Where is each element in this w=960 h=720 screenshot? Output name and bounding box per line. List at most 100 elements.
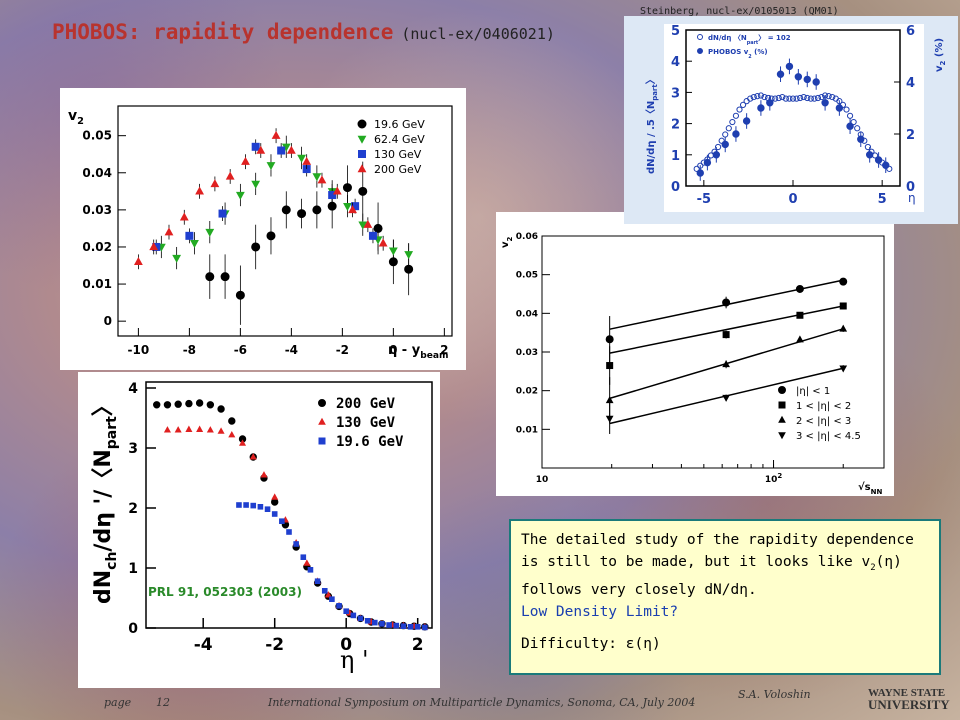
- data-point-130gev: [185, 231, 194, 240]
- data-point-v2: [794, 73, 803, 81]
- data-point-196gev: [235, 290, 245, 300]
- y-tick-label: 3: [128, 441, 138, 457]
- data-point-v2: [865, 151, 874, 159]
- data-point-196gev: [293, 541, 299, 547]
- data-point-624gev: [235, 191, 245, 200]
- data-point-130gev: [174, 426, 182, 433]
- x-tick-label: -5: [697, 192, 711, 207]
- data-point-130gev: [324, 591, 332, 598]
- y-tick-label: 0.03: [82, 203, 112, 217]
- legend-marker: [697, 34, 703, 40]
- legend-label: 2 < |η| < 3: [796, 416, 851, 427]
- legend-label: 19.6 GeV: [374, 118, 425, 131]
- data-point-624gev: [404, 251, 414, 260]
- data-point-196gev: [271, 511, 278, 517]
- data-point-v2: [812, 78, 820, 86]
- data-point-624gev: [190, 240, 199, 249]
- data-point-200gev: [256, 145, 266, 154]
- logo-line-2: UNIVERSITY: [868, 697, 950, 712]
- data-point-196gev: [372, 619, 378, 626]
- legend-marker: [357, 119, 367, 129]
- y-tick-label: 0: [104, 314, 112, 328]
- data-point-200gev: [185, 399, 193, 408]
- data-point-196gev: [404, 264, 414, 274]
- data-point-200gev: [348, 205, 357, 214]
- data-point-200gev: [363, 219, 373, 228]
- data-point-v2: [766, 99, 774, 107]
- data-point-196gev: [236, 502, 242, 508]
- data-point-dndeta: [782, 95, 789, 102]
- y-tick-label: 0.01: [516, 425, 538, 435]
- legend-marker: [697, 48, 703, 54]
- data-point-dndeta: [886, 165, 893, 172]
- data-point-624gev: [172, 254, 182, 263]
- annotation-reference: PRL 91, 052303 (2003): [148, 585, 302, 599]
- data-point-624gev: [388, 247, 398, 256]
- data-point-196gev: [286, 529, 292, 535]
- data-point-v2: [721, 140, 729, 149]
- legend-marker: [318, 417, 326, 425]
- data-point-130gev: [303, 559, 311, 566]
- data-point-dndeta: [775, 94, 782, 102]
- data-point-196gev: [358, 186, 368, 196]
- title-text: PHOBOS: rapidity dependence: [52, 20, 394, 44]
- y-tick-label: 0.04: [82, 166, 112, 180]
- data-point: [605, 396, 614, 404]
- data-point-dndeta: [804, 94, 811, 102]
- data-point-200gev: [302, 156, 312, 165]
- data-point-196gev: [379, 621, 385, 627]
- legend-marker: [357, 135, 367, 144]
- y-tick-label: 0.02: [516, 387, 538, 397]
- data-point-v2: [776, 70, 785, 78]
- legend-label: 3 < |η| < 4.5: [796, 431, 861, 442]
- data-point-130gev: [249, 453, 257, 460]
- data-point-196gev: [251, 242, 261, 252]
- note-line-2: is still to be made, but it looks like v…: [521, 554, 902, 573]
- data-point: [605, 335, 614, 344]
- data-point-624gev: [312, 173, 322, 182]
- data-point-196gev: [312, 205, 322, 215]
- data-point-dndeta: [807, 95, 814, 102]
- legend-marker: [318, 437, 326, 445]
- y-tick-label: 0.03: [516, 348, 538, 358]
- legend-label: dN/dη 〈Npart〉 = 102: [708, 34, 791, 46]
- data-point-dndeta: [747, 95, 754, 102]
- y-axis-label: dN/dη / .5〈Npart〉: [644, 74, 659, 174]
- data-point-196gev: [393, 622, 400, 629]
- data-point-130gev: [328, 191, 337, 200]
- legend-label: 62.4 GeV: [374, 133, 425, 146]
- data-point-196gev: [266, 231, 276, 241]
- data-point: [722, 331, 730, 339]
- x-tick-label: 0: [788, 192, 797, 207]
- fit-line: [609, 305, 844, 354]
- x-tick-label: 0: [340, 635, 352, 655]
- y-axis-label: v2: [68, 108, 84, 127]
- footer-page-label: page: [104, 696, 132, 709]
- data-point-200gev: [332, 186, 342, 195]
- data-point-200gev: [271, 130, 281, 139]
- y-tick-label: 2: [128, 501, 138, 517]
- data-point-130gev: [185, 425, 193, 432]
- legend-label: 200 GeV: [374, 163, 422, 176]
- data-point-dndeta: [750, 93, 757, 101]
- data-point-dndeta: [693, 165, 700, 172]
- data-point-200gev: [217, 405, 225, 413]
- data-point: [605, 415, 614, 423]
- data-point: [839, 302, 847, 310]
- data-point-200gev: [210, 179, 220, 188]
- v2-eta-chart: 0 0.01 0.02 0.03 0.04 0.05 -10 -8 -6 -4 -2 0 2 v2 η - …: [68, 105, 453, 361]
- data-point-196gev: [281, 205, 291, 215]
- data-point-624gev: [343, 202, 352, 211]
- note-line-2-text: is still to be made, but it looks like v: [521, 554, 871, 570]
- x-tick-label: 5: [878, 192, 887, 207]
- data-point-dndeta: [736, 106, 743, 113]
- legend-label: |η| < 1: [796, 386, 830, 397]
- legend-marker: [778, 401, 786, 409]
- y-tick-label: 2: [671, 118, 680, 133]
- data-point-dndeta: [715, 143, 722, 151]
- steinberg-chart: 0 1 2 3 4 5 0 2 4 6 -5 0 5 η dN/dη / .5〈Npart〉 v2 (%) dN…: [644, 24, 947, 212]
- y-tick-label: 4: [128, 381, 138, 397]
- data-point-200gev: [149, 242, 159, 251]
- data-point-196gev: [205, 272, 215, 282]
- legend-marker: [358, 150, 366, 158]
